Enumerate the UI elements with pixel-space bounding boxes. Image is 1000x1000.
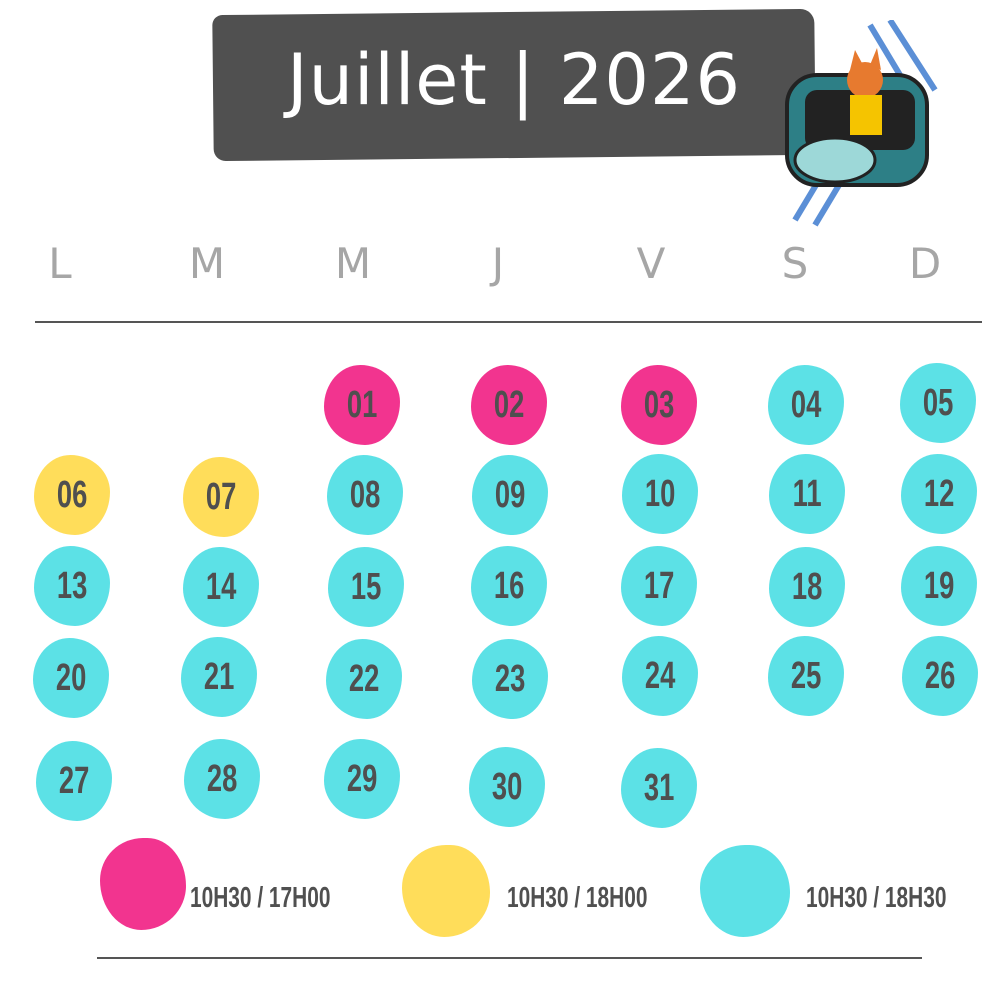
legend-label: 10H30 / 18H00 <box>507 882 648 914</box>
legend-swatch-yellow <box>402 845 490 937</box>
calendar-day: 11 <box>769 454 845 534</box>
day-number: 13 <box>56 564 88 607</box>
weekday-label: D <box>908 239 942 288</box>
day-number: 11 <box>792 472 822 515</box>
day-number: 19 <box>923 564 955 607</box>
calendar-day: 13 <box>34 546 110 626</box>
legend-swatch-cyan <box>700 845 790 937</box>
day-number: 10 <box>644 472 676 515</box>
header-divider <box>35 321 982 323</box>
day-number: 28 <box>206 757 238 800</box>
legend-swatch-pink <box>100 838 186 930</box>
day-number: 06 <box>56 473 88 516</box>
weekday-label: V <box>636 239 666 288</box>
day-number: 29 <box>346 757 378 800</box>
calendar-day: 10 <box>622 454 698 534</box>
legend-label: 10H30 / 17H00 <box>190 882 331 914</box>
weekday-label: M <box>334 239 372 288</box>
day-number: 05 <box>922 381 954 424</box>
day-number: 14 <box>205 565 237 608</box>
day-number: 04 <box>790 383 822 426</box>
day-number: 25 <box>790 654 822 697</box>
calendar-day: 09 <box>472 455 548 535</box>
calendar-day: 05 <box>900 363 976 443</box>
calendar-day: 03 <box>621 365 697 445</box>
weekday-label: S <box>781 239 809 288</box>
calendar-day: 24 <box>622 636 698 716</box>
calendar-day: 04 <box>768 365 844 445</box>
month-title: Juillet | 2026 <box>286 39 742 121</box>
weekday-label: L <box>48 239 72 288</box>
day-number: 16 <box>493 564 525 607</box>
calendar-day: 20 <box>33 638 109 718</box>
calendar-day: 15 <box>328 547 404 627</box>
day-number: 23 <box>494 657 526 700</box>
day-number: 26 <box>924 654 956 697</box>
day-number: 27 <box>58 759 90 802</box>
day-number: 03 <box>643 383 675 426</box>
calendar-day: 17 <box>621 546 697 626</box>
day-number: 12 <box>923 472 955 515</box>
calendar-day: 12 <box>901 454 977 534</box>
day-number: 20 <box>55 656 87 699</box>
fox-roller-coaster-icon <box>785 20 938 227</box>
legend-label: 10H30 / 18H30 <box>806 882 947 914</box>
calendar-day: 08 <box>327 455 403 535</box>
day-number: 31 <box>643 766 675 809</box>
day-number: 08 <box>349 473 381 516</box>
calendar-day: 25 <box>768 636 844 716</box>
calendar-day: 14 <box>183 547 259 627</box>
day-number: 17 <box>643 564 675 607</box>
day-number: 01 <box>346 383 378 426</box>
calendar-day: 30 <box>469 747 545 827</box>
calendar-day: 28 <box>184 739 260 819</box>
calendar-day: 06 <box>34 455 110 535</box>
day-number: 21 <box>203 655 235 698</box>
calendar-day: 23 <box>472 639 548 719</box>
calendar-day: 18 <box>769 547 845 627</box>
calendar-day: 07 <box>183 457 259 537</box>
calendar-day: 02 <box>471 365 547 445</box>
calendar-day: 27 <box>36 741 112 821</box>
calendar-day: 31 <box>621 748 697 828</box>
calendar-day: 26 <box>902 636 978 716</box>
calendar-day: 21 <box>181 637 257 717</box>
day-number: 02 <box>493 383 525 426</box>
calendar-day: 16 <box>471 546 547 626</box>
footer-divider <box>97 957 922 959</box>
calendar-day: 29 <box>324 739 400 819</box>
day-number: 24 <box>644 654 676 697</box>
day-number: 09 <box>494 473 526 516</box>
weekday-label: J <box>491 239 505 288</box>
day-number: 22 <box>348 657 380 700</box>
calendar-day: 01 <box>324 365 400 445</box>
calendar-day: 22 <box>326 639 402 719</box>
day-number: 15 <box>350 565 382 608</box>
weekday-label: M <box>188 239 226 288</box>
day-number: 18 <box>791 565 823 608</box>
day-number: 07 <box>205 475 237 518</box>
day-number: 30 <box>491 765 523 808</box>
calendar-day: 19 <box>901 546 977 626</box>
